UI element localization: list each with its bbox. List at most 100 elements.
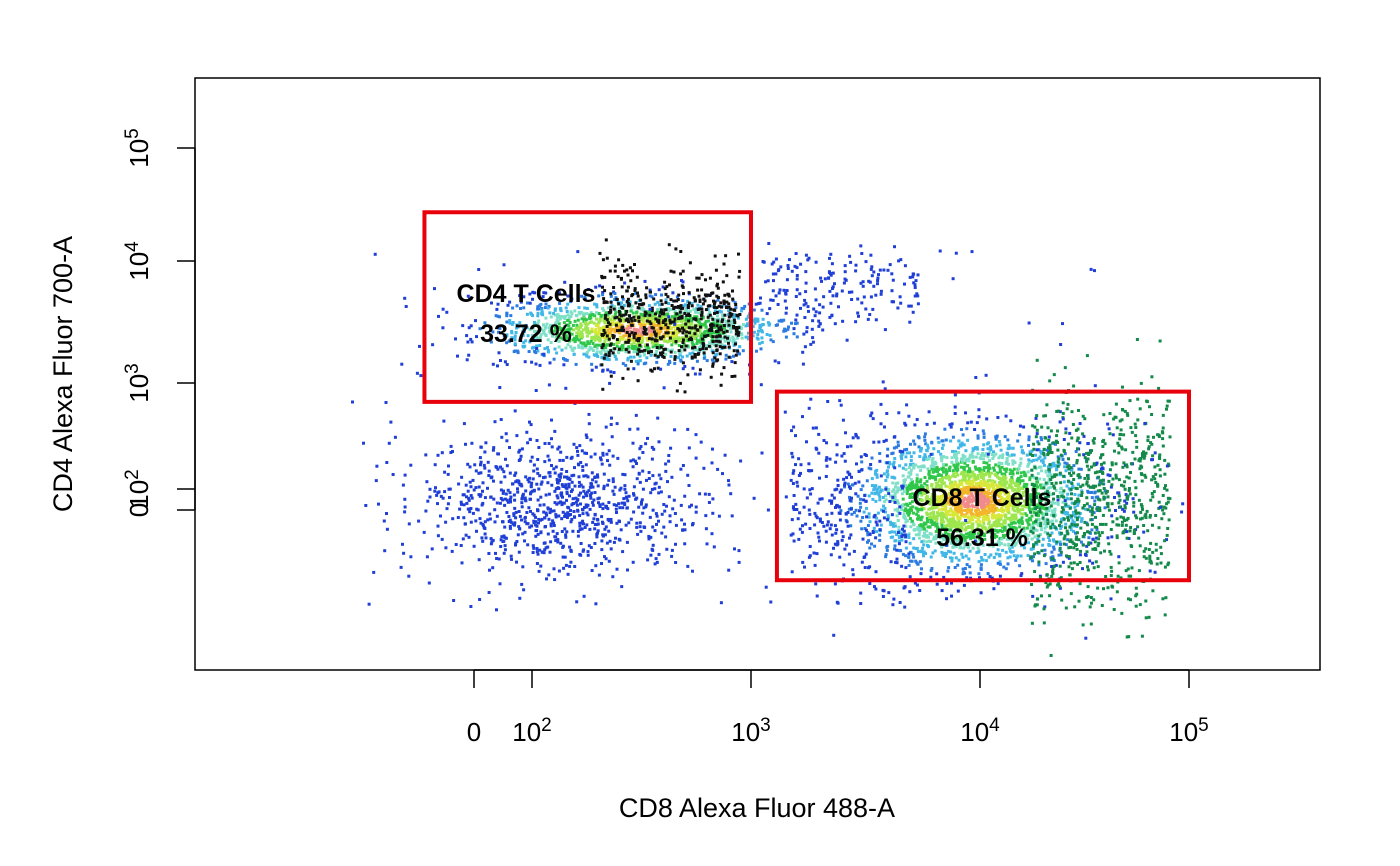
- event-dot: [989, 448, 993, 452]
- event-dot: [516, 349, 520, 353]
- event-dot: [557, 322, 561, 326]
- event-dot: [940, 515, 943, 519]
- event-dot: [1053, 501, 1057, 505]
- event-dot: [1052, 464, 1056, 468]
- event-dot: [1118, 433, 1122, 437]
- event-dot: [1090, 528, 1094, 532]
- event-dot: [584, 344, 588, 347]
- event-dot: [940, 550, 944, 554]
- event-dot: [609, 370, 613, 374]
- event-dot: [1033, 552, 1037, 556]
- event-dot: [1030, 498, 1034, 502]
- event-dot: [851, 436, 855, 440]
- event-dot: [1043, 456, 1047, 460]
- event-dot: [963, 544, 967, 548]
- event-dot: [923, 531, 926, 535]
- event-dot: [744, 317, 748, 321]
- event-dot: [975, 493, 978, 497]
- event-dot: [757, 329, 760, 333]
- event-dot: [923, 453, 927, 457]
- event-dot: [986, 486, 989, 489]
- event-dot: [624, 332, 628, 336]
- event-dot: [549, 315, 553, 319]
- event-dot: [1034, 541, 1038, 545]
- event-dot: [569, 345, 573, 349]
- event-dot: [553, 307, 557, 311]
- event-dot: [1148, 515, 1152, 519]
- event-dot: [942, 513, 946, 517]
- event-dot: [812, 551, 816, 555]
- event-dot: [950, 523, 954, 527]
- event-dot: [600, 356, 604, 360]
- event-dot: [898, 511, 902, 515]
- event-dot: [540, 307, 544, 310]
- event-dot: [959, 472, 963, 476]
- event-dot: [875, 516, 879, 520]
- event-dot: [975, 551, 979, 555]
- event-dot: [927, 507, 931, 511]
- event-dot: [515, 323, 519, 327]
- event-dot: [1020, 504, 1024, 508]
- event-dot: [1049, 504, 1053, 508]
- event-dot: [741, 323, 745, 327]
- event-dot: [956, 563, 960, 567]
- event-dot: [936, 436, 940, 440]
- event-dot: [967, 480, 970, 484]
- event-dot: [854, 434, 858, 438]
- event-dot: [988, 529, 992, 533]
- event-dot: [1062, 449, 1066, 453]
- event-dot: [866, 540, 869, 544]
- event-dot: [1030, 514, 1034, 518]
- event-dot: [1030, 583, 1033, 586]
- event-dot: [878, 490, 882, 494]
- event-dot: [955, 501, 959, 505]
- event-dot: [950, 460, 954, 464]
- event-dot: [955, 464, 959, 468]
- event-dot: [838, 490, 842, 494]
- event-dot: [678, 353, 682, 357]
- event-dot: [936, 495, 940, 499]
- event-dot: [929, 498, 932, 501]
- event-dot: [947, 566, 951, 570]
- event-dot: [922, 527, 926, 531]
- event-dot: [710, 358, 714, 362]
- event-dot: [1164, 506, 1168, 510]
- event-dot: [980, 528, 984, 532]
- event-dot: [1041, 492, 1045, 496]
- event-dot: [1042, 621, 1046, 625]
- event-dot: [998, 486, 1002, 490]
- event-dot: [1045, 490, 1049, 494]
- event-dot: [952, 511, 956, 515]
- event-dot: [1072, 546, 1076, 550]
- event-dot: [690, 302, 694, 305]
- event-dot: [662, 326, 666, 330]
- event-dot: [795, 480, 799, 484]
- event-dot: [1008, 495, 1012, 499]
- event-dot: [1081, 483, 1085, 487]
- event-dot: [565, 328, 569, 332]
- event-dot: [456, 354, 459, 358]
- event-dot: [1089, 518, 1093, 522]
- event-dot: [945, 540, 949, 544]
- event-dot: [735, 336, 739, 340]
- event-dot: [975, 446, 979, 450]
- event-dot: [740, 336, 744, 340]
- event-dot: [1096, 544, 1100, 548]
- event-dot: [1129, 426, 1133, 430]
- event-dot: [1005, 496, 1009, 499]
- event-dot: [1086, 477, 1090, 480]
- event-dot: [968, 518, 972, 522]
- event-dot: [925, 479, 929, 483]
- event-dot: [1106, 495, 1110, 499]
- event-dot: [973, 465, 977, 469]
- event-dot: [979, 483, 983, 487]
- event-dot: [1006, 562, 1010, 566]
- event-dot: [892, 597, 896, 601]
- event-dot: [922, 456, 926, 460]
- event-dot: [1013, 515, 1017, 518]
- event-dot: [595, 352, 599, 356]
- event-dot: [862, 498, 866, 502]
- event-dot: [899, 454, 903, 458]
- event-dot: [784, 335, 788, 339]
- event-dot: [1065, 554, 1068, 558]
